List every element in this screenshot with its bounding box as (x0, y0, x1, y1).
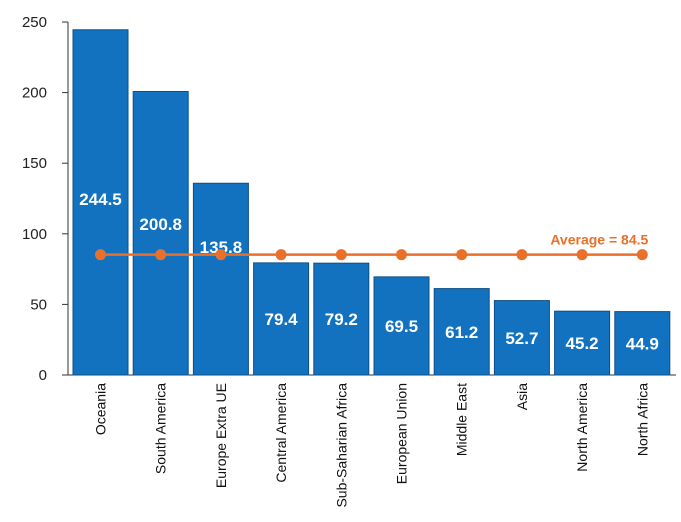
bar (192, 182, 249, 376)
bar (493, 300, 550, 376)
bar (313, 262, 370, 376)
bar-value-label: 44.9 (626, 334, 659, 353)
x-category-label: Europe Extra UE (213, 383, 229, 488)
x-category-label: Asia (514, 383, 530, 410)
average-marker (155, 249, 167, 261)
bar (554, 310, 611, 376)
bar (253, 262, 310, 376)
x-category-label: North America (574, 383, 590, 472)
bar-value-label: 244.5 (79, 190, 122, 209)
x-category-label: Central America (273, 383, 289, 483)
average-marker (215, 249, 227, 261)
x-category-label: North Africa (634, 383, 650, 456)
x-axis-category-labels: Oceania South America Europe Extra UE Centr… (93, 383, 651, 508)
y-tick-label: 150 (22, 155, 47, 172)
bar-value-label: 61.2 (445, 323, 478, 342)
bar (614, 311, 671, 376)
y-tick-label: 0 (39, 367, 47, 384)
average-marker (275, 249, 287, 261)
bar (72, 29, 129, 376)
y-tick-label: 200 (22, 85, 47, 102)
bar-value-labels: 244.5 200.8 135.8 79.4 79.2 69.5 61.2 52.7 45.2 4… (79, 190, 659, 353)
average-marker (636, 249, 648, 261)
y-tick-label: 250 (22, 14, 47, 31)
average-marker (95, 249, 106, 261)
bar (373, 276, 430, 376)
x-category-label: European Union (394, 383, 410, 484)
average-series: Average = 84.5 (95, 232, 648, 261)
bar-value-label: 52.7 (505, 329, 538, 348)
bar-value-label: 69.5 (385, 317, 418, 336)
y-tick-label: 50 (30, 296, 47, 313)
bar-value-label: 79.2 (325, 310, 358, 329)
bar-value-label: 79.4 (265, 310, 299, 329)
average-marker (335, 249, 347, 261)
average-marker (516, 249, 528, 261)
bars-group (72, 29, 671, 376)
average-marker (456, 249, 468, 261)
x-category-label: Middle East (454, 383, 470, 456)
average-marker (576, 249, 588, 261)
y-axis-ticks: 0 50 100 150 200 250 (22, 14, 68, 384)
bar-value-label: 135.8 (200, 238, 243, 257)
x-category-label: South America (153, 383, 169, 474)
x-category-label: Sub-Saharian Africa (333, 383, 349, 508)
bar (132, 90, 189, 376)
bar-value-label: 45.2 (566, 334, 599, 353)
average-marker (396, 249, 407, 261)
x-category-label: Oceania (93, 383, 109, 435)
bar (433, 288, 490, 376)
bar-value-label: 200.8 (139, 215, 182, 234)
average-label: Average = 84.5 (550, 232, 648, 248)
y-tick-label: 100 (22, 226, 47, 243)
